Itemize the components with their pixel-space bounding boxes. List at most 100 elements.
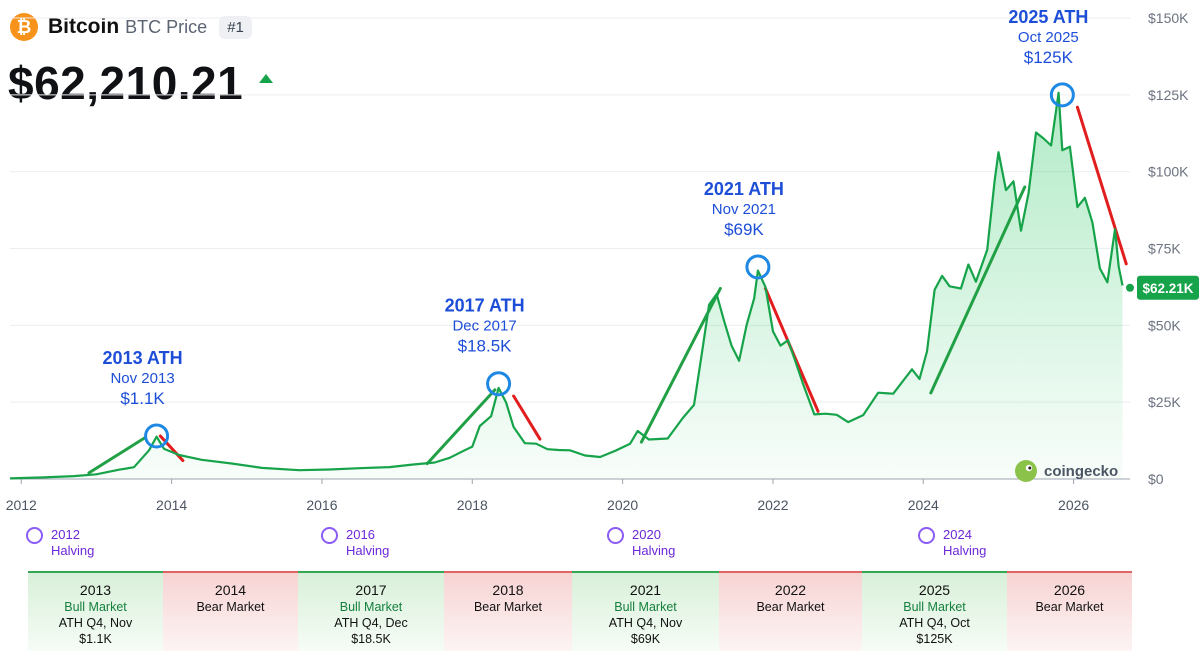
cycle-type: Bear Market [1035, 600, 1104, 614]
cycle-year: 2026 [1053, 582, 1086, 598]
halving-year: 2020 [632, 527, 661, 542]
coingecko-gecko-icon [1015, 460, 1037, 482]
cycle-type: Bear Market [473, 600, 543, 614]
x-tick-label: 2022 [757, 497, 788, 510]
y-tick-label: $125K [1148, 87, 1189, 103]
bull-trend-arrow [929, 185, 1027, 395]
halving-year: 2012 [51, 527, 80, 542]
cycle-year: 2017 [355, 582, 387, 598]
coingecko-watermark: coingecko [1015, 460, 1118, 482]
ath-price: $69K [724, 220, 764, 239]
bull-trend-arrow [87, 436, 147, 475]
ath-date: Nov 2013 [110, 370, 174, 387]
cycle-bull-2017: 2017 Bull Market ATH Q4, Dec $18.5K [298, 571, 444, 651]
cycle-ath-price: $125K [916, 632, 953, 646]
ath-price: $125K [1024, 48, 1074, 67]
ath-circle-icon [1049, 82, 1075, 108]
cycle-type: Bull Market [339, 600, 403, 614]
ath-title: 2021 ATH [704, 179, 784, 199]
cycle-year: 2018 [492, 582, 524, 598]
x-tick-label: 2016 [306, 497, 337, 510]
bear-trend-arrow [512, 394, 542, 441]
cycle-ath: ATH Q4, Nov [58, 616, 133, 630]
cycle-bull-2025: 2025 Bull Market ATH Q4, Oct $125K [862, 571, 1007, 651]
x-tick-label: 2024 [908, 497, 939, 510]
ath-circle-icon [486, 371, 512, 397]
cycle-type: Bull Market [614, 600, 677, 614]
ath-circle-icon [144, 423, 170, 449]
halving-circle-icon [607, 527, 624, 544]
x-axis-labels: 2012 2014 2016 2018 2020 2022 2024 2026 [6, 497, 1090, 510]
cycle-year: 2022 [774, 582, 807, 598]
cycle-type: Bear Market [756, 600, 825, 614]
y-axis-labels: $150K $125K $100K $75K $50K $25K $0 [1148, 10, 1189, 487]
cycle-bear-2022: 2022 Bear Market [719, 571, 862, 651]
x-tick-label: 2018 [457, 497, 488, 510]
y-tick-label: $50K [1148, 317, 1181, 333]
halving-year: 2016 [346, 527, 375, 542]
ath-date: Dec 2017 [452, 318, 516, 335]
cycle-year: 2013 [79, 582, 112, 598]
halving-label: Halving [943, 543, 987, 558]
current-price: $62,210.21 [8, 57, 244, 109]
cycle-ath-price: $69K [630, 632, 661, 646]
cycle-year: 2025 [918, 582, 951, 598]
halving-circle-icon [918, 527, 935, 544]
cycle-ath: ATH Q4, Nov [608, 616, 683, 630]
ath-title: 2025 ATH [1008, 7, 1088, 27]
bear-trend-arrow [158, 434, 185, 463]
ath-circle-icon [745, 254, 771, 280]
ath-date: Nov 2021 [712, 201, 776, 218]
cycle-ath: ATH Q4, Oct [899, 616, 970, 630]
rank-badge: #1 [219, 15, 252, 39]
price-area [10, 92, 1123, 479]
x-tick-label: 2020 [607, 497, 638, 510]
market-cycle-strip: 2013 Bull Market ATH Q4, Nov $1.1K 2014 Bear … [28, 571, 1132, 651]
bear-trend-arrow [1075, 105, 1128, 266]
cycle-type: Bull Market [64, 600, 127, 614]
y-tick-label: $25K [1148, 394, 1181, 410]
halving-year: 2024 [943, 527, 972, 542]
cycle-type: Bear Market [196, 600, 265, 614]
ath-price: $18.5K [458, 337, 513, 356]
y-tick-label: $75K [1148, 241, 1181, 257]
cycle-year: 2014 [214, 582, 247, 598]
price-chart[interactable]: $150K$125K$100K$75K$50K$25K$0 2012 2014 20… [0, 0, 1200, 510]
price-line [9, 91, 1124, 480]
current-price-marker: $62.21K [1126, 275, 1199, 300]
y-tick-label: $100K [1148, 164, 1189, 180]
x-tick-label: 2026 [1058, 497, 1089, 510]
triangle-up-icon [259, 74, 273, 83]
coin-subtitle: BTC Price [125, 16, 208, 37]
bull-trend-arrow [425, 388, 497, 466]
y-tick-label: $0 [1148, 471, 1164, 487]
cycle-bear-2026: 2026 Bear Market [1007, 571, 1132, 651]
cycle-year: 2021 [629, 582, 662, 598]
y-tick-label: $150K [1148, 10, 1189, 26]
cycle-ath-price: $1.1K [79, 632, 112, 646]
ath-price: $1.1K [120, 389, 165, 408]
cycle-ath-price: $18.5K [351, 632, 391, 646]
halving-label: Halving [346, 543, 390, 558]
cycle-bull-2013: 2013 Bull Market ATH Q4, Nov $1.1K [28, 571, 163, 651]
x-tick-label: 2012 [6, 497, 37, 510]
halving-label: Halving [632, 543, 676, 558]
current-price-badge [1137, 275, 1199, 300]
cycle-bear-2014: 2014 Bear Market [163, 571, 298, 651]
ath-date: Oct 2025 [1018, 29, 1079, 46]
coin-name[interactable]: Bitcoin [48, 15, 120, 38]
current-price-label: $62.21K [1142, 281, 1193, 296]
ath-annotations: 2013 ATH Nov 2013 $1.1K 2017 ATH Dec 2017 $18… [103, 7, 1088, 449]
halving-circle-icon [321, 527, 338, 544]
cycle-bull-2021: 2021 Bull Market ATH Q4, Nov $69K [572, 571, 719, 651]
ath-title: 2017 ATH [445, 296, 525, 316]
halving-circle-icon [26, 527, 43, 544]
current-price-dot [1126, 283, 1134, 292]
cycle-bear-2018: 2018 Bear Market [444, 571, 572, 651]
x-tick-label: 2014 [156, 497, 187, 510]
ath-title: 2013 ATH [103, 348, 183, 368]
cycle-ath: ATH Q4, Dec [334, 616, 408, 630]
watermark-text: coingecko [1044, 463, 1118, 480]
cycle-type: Bull Market [903, 600, 966, 614]
halving-label: Halving [51, 543, 95, 558]
